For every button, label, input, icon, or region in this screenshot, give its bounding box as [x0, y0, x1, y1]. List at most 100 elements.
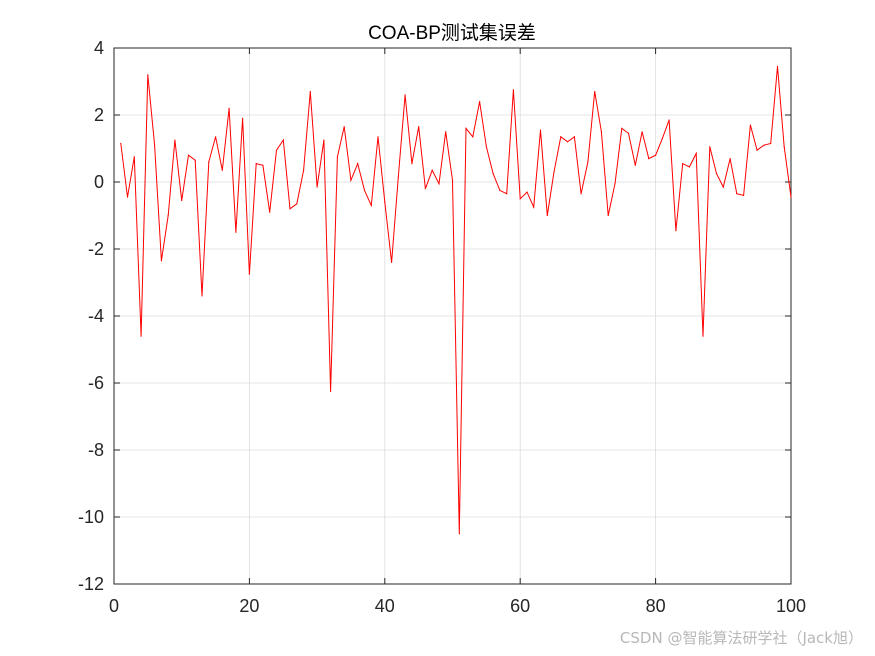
x-tick-label: 0 — [109, 596, 119, 616]
data-point — [248, 273, 250, 275]
axis-ticks — [113, 47, 792, 585]
data-point — [336, 156, 338, 158]
data-point — [303, 169, 305, 171]
data-point — [729, 158, 731, 160]
data-point — [228, 107, 230, 109]
data-point — [350, 179, 352, 181]
data-point — [661, 137, 664, 139]
y-tick-label: -8 — [88, 440, 104, 460]
data-point — [160, 260, 162, 262]
data-point — [181, 199, 183, 201]
y-tick-label: 2 — [94, 105, 104, 125]
data-point — [600, 131, 603, 133]
y-tick-label: -4 — [88, 306, 104, 326]
data-point — [492, 173, 494, 175]
data-point — [621, 127, 623, 129]
data-point — [770, 142, 772, 145]
data-point — [634, 164, 636, 166]
data-point — [715, 173, 718, 175]
data-point — [682, 163, 684, 165]
y-tick-label: 0 — [94, 172, 104, 192]
data-point — [235, 231, 237, 233]
data-point — [641, 131, 643, 133]
data-point — [567, 141, 569, 143]
data-point — [736, 193, 738, 195]
data-point — [709, 146, 711, 148]
data-point — [424, 188, 426, 190]
data-point — [391, 261, 393, 263]
data-point — [512, 89, 515, 91]
data-point — [221, 169, 223, 171]
data-point — [519, 198, 521, 200]
data-point — [573, 136, 576, 138]
data-point — [316, 186, 318, 188]
data-point — [743, 194, 745, 196]
data-point — [126, 196, 129, 198]
data-point — [309, 91, 311, 93]
y-tick-label: -10 — [78, 507, 104, 527]
data-point — [506, 193, 508, 195]
data-point — [783, 146, 785, 148]
data-point — [147, 74, 149, 76]
data-point — [614, 183, 616, 185]
data-point — [384, 201, 386, 203]
data-point — [242, 117, 244, 119]
tick-labels: 0 20 40 60 80 100 -12 -10 -8 -6 -4 -2 0 2 4 — [78, 38, 806, 616]
data-point — [289, 208, 291, 210]
data-point — [438, 183, 440, 185]
data-point — [668, 119, 670, 121]
data-point — [776, 65, 779, 67]
x-tick-label: 40 — [375, 596, 395, 616]
data-point — [397, 176, 399, 178]
data-point — [343, 126, 345, 128]
data-point — [363, 189, 366, 191]
data-point — [695, 152, 697, 155]
data-point — [174, 139, 176, 141]
data-point — [702, 335, 704, 337]
data-point — [790, 196, 792, 198]
data-point — [269, 211, 271, 213]
data-point — [201, 295, 203, 297]
data-point — [323, 139, 325, 141]
data-point — [370, 204, 372, 206]
data-point — [431, 169, 433, 171]
x-tick-label: 60 — [510, 596, 530, 616]
data-point — [154, 144, 156, 146]
data-point — [330, 390, 332, 392]
data-point — [418, 126, 420, 128]
data-point — [187, 154, 190, 156]
data-point — [580, 193, 582, 195]
data-point — [133, 156, 135, 158]
data-point — [675, 230, 677, 232]
x-tick-label: 100 — [776, 596, 806, 616]
data-point — [607, 214, 609, 217]
data-point — [627, 132, 630, 134]
data-point — [688, 166, 691, 168]
data-point — [587, 161, 589, 163]
data-point — [499, 189, 501, 191]
data-point — [194, 159, 196, 161]
watermark-text: CSDN @智能算法研学社（Jack旭） — [619, 629, 863, 647]
grid-lines — [114, 48, 791, 584]
data-point — [120, 142, 122, 145]
series-line-test-error — [120, 66, 792, 534]
data-point — [262, 164, 264, 166]
data-point — [472, 136, 474, 138]
data-point — [648, 158, 650, 160]
data-point — [749, 124, 752, 126]
data-point — [479, 101, 481, 103]
data-point — [560, 136, 562, 138]
y-tick-label: 4 — [94, 38, 104, 58]
x-tick-label: 20 — [239, 596, 259, 616]
data-point — [275, 149, 278, 151]
data-point — [377, 136, 379, 138]
data-point — [451, 179, 454, 181]
data-point — [655, 154, 657, 156]
series-points — [120, 65, 792, 535]
data-point — [445, 131, 447, 133]
data-point — [539, 129, 542, 131]
data-point — [404, 94, 406, 96]
data-point — [208, 161, 210, 163]
